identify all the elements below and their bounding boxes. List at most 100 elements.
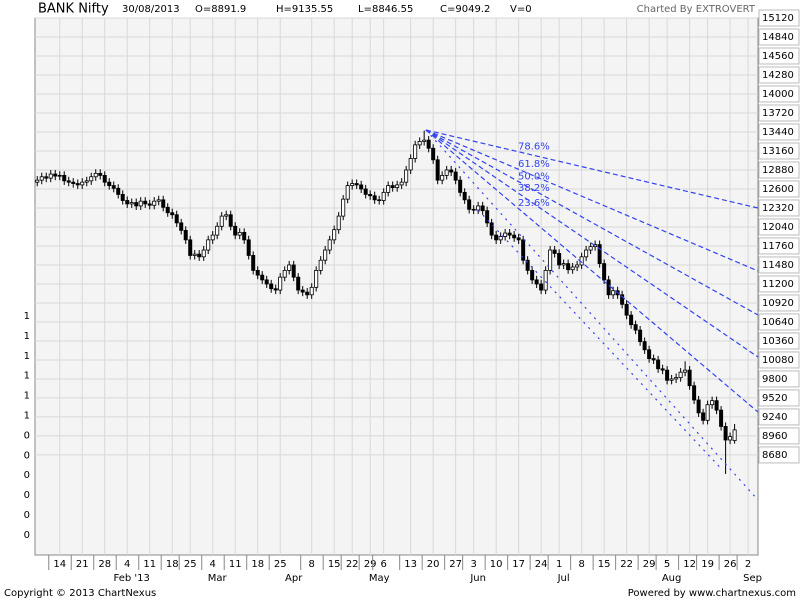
- y-tick-box: [758, 180, 800, 198]
- left-axis-label: 0: [24, 530, 30, 541]
- fan-label: 61.8%: [518, 159, 550, 170]
- candle-body: [602, 263, 607, 281]
- candle-body: [732, 429, 737, 441]
- y-tick-box: [758, 237, 800, 255]
- y-tick-label: 10640: [762, 317, 794, 328]
- candle-body: [368, 193, 373, 197]
- y-tick-label: 11480: [762, 260, 794, 271]
- candle-body: [458, 179, 463, 193]
- close: C=9049.2: [440, 4, 490, 15]
- x-tick-label: 20: [427, 559, 440, 570]
- candle-body: [449, 169, 454, 173]
- candle-body: [354, 183, 359, 186]
- left-axis-label: 0: [24, 430, 30, 441]
- candle-body: [629, 314, 634, 326]
- candle-body: [165, 206, 170, 214]
- y-tick-label: 12040: [762, 222, 794, 233]
- candle-body: [462, 191, 467, 201]
- candle-body: [359, 184, 364, 190]
- y-tick-box: [758, 47, 800, 65]
- candle-body: [548, 249, 553, 271]
- candle-body: [552, 249, 557, 254]
- x-tick-label: 25: [184, 559, 197, 570]
- candle-body: [80, 181, 85, 186]
- y-tick-label: 13440: [762, 127, 794, 138]
- y-tick-label: 8960: [762, 431, 787, 442]
- candle-body: [687, 369, 692, 387]
- candle-body: [39, 176, 44, 181]
- candle-body: [309, 286, 314, 296]
- candle-body: [192, 253, 197, 256]
- y-tick-box: [758, 427, 800, 445]
- date: 30/08/2013: [122, 4, 180, 15]
- x-tick-label: 18: [166, 559, 179, 570]
- candle-body: [57, 175, 62, 177]
- candle-body: [674, 377, 679, 380]
- candle-body: [93, 172, 98, 178]
- candle-body: [179, 222, 184, 231]
- fan-label: 23.6%: [518, 198, 550, 209]
- candle-body: [422, 139, 427, 142]
- candle-body: [719, 409, 724, 427]
- candle-body: [345, 185, 350, 200]
- y-tick-label: 9800: [762, 374, 787, 385]
- candle-body: [206, 239, 211, 251]
- fan-label: 38.2%: [518, 183, 550, 194]
- candle-body: [705, 404, 710, 421]
- month-label: Sep: [743, 573, 762, 584]
- candle-body: [71, 181, 76, 184]
- candle-body: [633, 324, 638, 331]
- y-tick-box: [758, 161, 800, 179]
- candle-body: [408, 158, 413, 171]
- symbol: BANK Nifty: [38, 2, 109, 17]
- x-tick-label: 26: [724, 559, 737, 570]
- candle-body: [264, 279, 269, 285]
- candle-body: [413, 144, 418, 159]
- candle-body: [233, 225, 238, 236]
- y-tick-label: 15120: [762, 13, 794, 24]
- month-label: Apr: [285, 573, 303, 584]
- candle-body: [201, 249, 206, 258]
- y-tick-box: [758, 123, 800, 141]
- candle-body: [66, 180, 71, 183]
- fan-label: 78.6%: [518, 142, 550, 153]
- candle-body: [147, 203, 152, 206]
- plot-area: [34, 17, 759, 556]
- y-tick-box: [758, 294, 800, 312]
- x-tick-label: 8: [309, 559, 315, 570]
- candle-body: [363, 188, 368, 195]
- candle-body: [120, 193, 125, 201]
- y-tick-box: [758, 256, 800, 274]
- candle-body: [692, 385, 697, 401]
- fan-dotted-line: [477, 209, 722, 469]
- y-tick-label: 12880: [762, 165, 794, 176]
- candle-body: [48, 173, 53, 179]
- y-tick-box: [758, 104, 800, 122]
- candle-body: [404, 169, 409, 183]
- candle-body: [444, 169, 449, 176]
- y-tick-label: 14000: [762, 89, 794, 100]
- y-tick-label: 10080: [762, 355, 794, 366]
- x-tick-label: 11: [143, 559, 156, 570]
- candle-body: [728, 436, 733, 441]
- left-axis-label: 1: [24, 391, 30, 402]
- candle-body: [723, 426, 728, 441]
- y-tick-label: 13160: [762, 146, 794, 157]
- y-tick-label: 14840: [762, 32, 794, 43]
- x-tick-label: 10: [490, 559, 503, 570]
- candle-body: [197, 253, 202, 258]
- x-tick-label: 4: [124, 559, 130, 570]
- candle-body: [129, 202, 134, 205]
- low: L=8846.55: [358, 4, 413, 15]
- candle-body: [476, 205, 481, 211]
- candle-body: [669, 378, 674, 381]
- candle-body: [260, 274, 265, 281]
- candle-body: [485, 210, 490, 224]
- candle-body: [480, 205, 485, 212]
- candle-body: [116, 187, 121, 195]
- x-tick-label: 18: [251, 559, 264, 570]
- candle-body: [84, 180, 89, 183]
- month-label: Jun: [469, 573, 486, 584]
- candle-body: [111, 185, 116, 189]
